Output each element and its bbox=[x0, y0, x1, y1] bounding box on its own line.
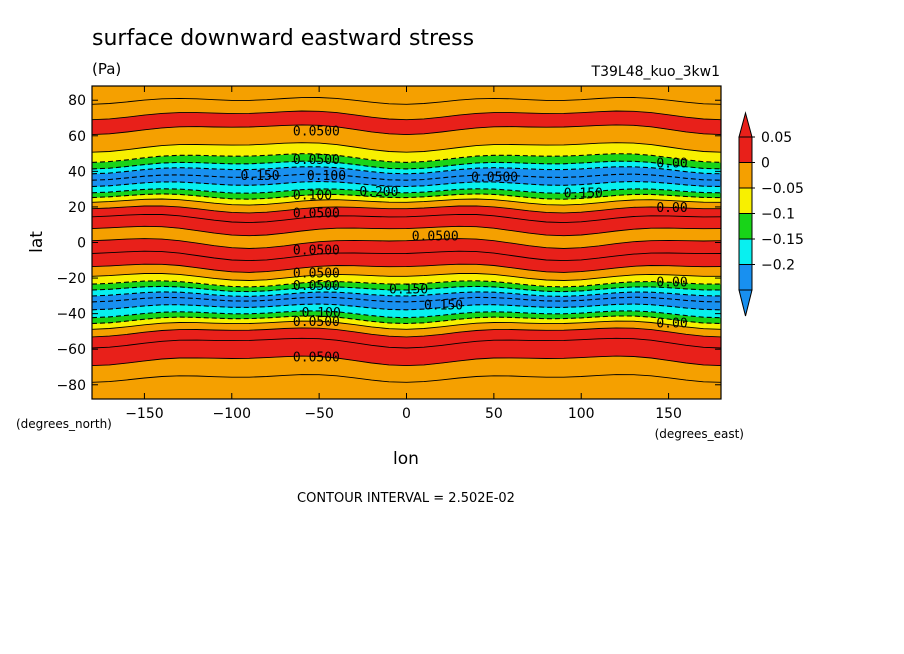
contour-label: 0.0500 bbox=[412, 229, 459, 244]
contour-label: 0.0500 bbox=[293, 244, 340, 259]
contour-label: 0.0500 bbox=[293, 267, 340, 282]
y-tick-label: 60 bbox=[68, 129, 86, 145]
colorbar: 0.05 0 −0.05 −0.1 −0.15 −0.2 bbox=[738, 111, 804, 317]
y-tick-label: 0 bbox=[77, 236, 86, 252]
x-tick-label: 50 bbox=[485, 406, 503, 422]
x-tick-label: −100 bbox=[213, 406, 251, 422]
contour-line bbox=[92, 193, 721, 200]
contour-label: 0.0500 bbox=[293, 206, 340, 221]
colorbar-label: −0.05 bbox=[761, 181, 804, 197]
y-tick-label: −80 bbox=[56, 378, 86, 394]
contour-label: 0.200 bbox=[359, 185, 398, 200]
colorbar-segment bbox=[738, 187, 753, 214]
contour-line bbox=[92, 337, 721, 349]
y-tick-label: 40 bbox=[68, 164, 86, 180]
contour-line bbox=[92, 142, 721, 153]
contour-line bbox=[92, 180, 721, 188]
contour-lines bbox=[92, 97, 721, 383]
contour-line bbox=[92, 327, 721, 338]
contour-line bbox=[92, 320, 721, 330]
contour-line bbox=[92, 238, 721, 249]
x-axis-title: lon bbox=[393, 449, 419, 469]
contour-label: 0.0500 bbox=[471, 171, 518, 186]
colorbar-under-arrow bbox=[738, 289, 753, 317]
y-tick-label: −20 bbox=[56, 271, 86, 287]
contour-line bbox=[92, 285, 721, 293]
contour-line bbox=[92, 263, 721, 273]
contour-line bbox=[92, 160, 721, 170]
contour-line bbox=[92, 315, 721, 325]
colorbar-label: 0.05 bbox=[761, 130, 792, 146]
contour-label: 0.150 bbox=[241, 169, 280, 184]
contour-label: 0.00 bbox=[656, 201, 687, 216]
colorbar-label: −0.1 bbox=[761, 207, 795, 223]
contour-label: 0.100 bbox=[302, 306, 341, 321]
contour-line bbox=[92, 213, 721, 224]
contour-line bbox=[92, 110, 721, 121]
x-tick-label: 150 bbox=[655, 406, 682, 422]
run-label: T39L48_kuo_3kw1 bbox=[591, 64, 720, 80]
contour-line bbox=[92, 166, 721, 175]
y-unit-label: (degrees_north) bbox=[16, 417, 112, 431]
x-tick-label: −50 bbox=[304, 406, 334, 422]
y-axis: −80 −60 −40 −20 0 20 40 60 80 bbox=[56, 93, 721, 394]
colorbar-segment bbox=[738, 238, 753, 265]
x-axis: −150 −100 −50 0 50 100 150 bbox=[125, 86, 682, 422]
contour-label: 0.0500 bbox=[293, 153, 340, 168]
x-unit-label: (degrees_east) bbox=[655, 427, 744, 441]
colorbar-segment bbox=[738, 213, 753, 240]
colorbar-label: −0.2 bbox=[761, 258, 795, 274]
contour-line bbox=[92, 291, 721, 297]
colorbar-segment bbox=[738, 136, 753, 163]
contour-line bbox=[92, 296, 721, 303]
x-tick-label: 0 bbox=[402, 406, 411, 422]
x-tick-label: 100 bbox=[568, 406, 595, 422]
y-tick-label: 20 bbox=[68, 200, 86, 216]
contour-label: 0.150 bbox=[424, 299, 463, 314]
contour-line bbox=[92, 374, 721, 383]
y-tick-label: 80 bbox=[68, 93, 86, 109]
x-tick-label: −150 bbox=[125, 406, 163, 422]
contour-line bbox=[92, 97, 721, 105]
contour-label: 0.00 bbox=[656, 156, 687, 171]
colorbar-label: −0.15 bbox=[761, 232, 804, 248]
units-label: (Pa) bbox=[92, 60, 121, 78]
colorbar-segment bbox=[738, 264, 753, 291]
contour-label: 0.00 bbox=[656, 317, 687, 332]
contour-label: 0.150 bbox=[564, 187, 603, 202]
contour-line bbox=[92, 303, 721, 311]
contour-label: 0.00 bbox=[656, 276, 687, 291]
contour-line bbox=[92, 310, 721, 319]
contour-line bbox=[92, 198, 721, 206]
colorbar-label: 0 bbox=[761, 156, 770, 172]
y-tick-label: −60 bbox=[56, 342, 86, 358]
contour-label: 0.100 bbox=[307, 169, 346, 184]
contour-label: 0.0500 bbox=[293, 315, 340, 330]
contour-line bbox=[92, 188, 721, 194]
contour-line bbox=[92, 205, 721, 214]
contour-line bbox=[92, 153, 721, 163]
contour-label: 0.100 bbox=[293, 188, 332, 203]
y-tick-label: −40 bbox=[56, 307, 86, 323]
contour-label: 0.150 bbox=[389, 283, 428, 298]
contour-line bbox=[92, 273, 721, 281]
colorbar-over-arrow bbox=[738, 111, 753, 138]
contour-label: 0.0500 bbox=[293, 279, 340, 294]
contour-label: 0.0500 bbox=[293, 124, 340, 139]
contour-line bbox=[92, 280, 721, 288]
y-axis-title: lat bbox=[27, 231, 47, 253]
contour-label: 0.0500 bbox=[293, 350, 340, 365]
chart-title: surface downward eastward stress bbox=[92, 26, 474, 51]
contour-interval-note: CONTOUR INTERVAL = 2.502E-02 bbox=[297, 491, 515, 506]
contour-line bbox=[92, 124, 721, 136]
contour-line bbox=[92, 225, 721, 237]
contour-line bbox=[92, 250, 721, 262]
contour-line bbox=[92, 355, 721, 367]
colorbar-segment bbox=[738, 162, 753, 189]
contour-line bbox=[92, 173, 721, 181]
